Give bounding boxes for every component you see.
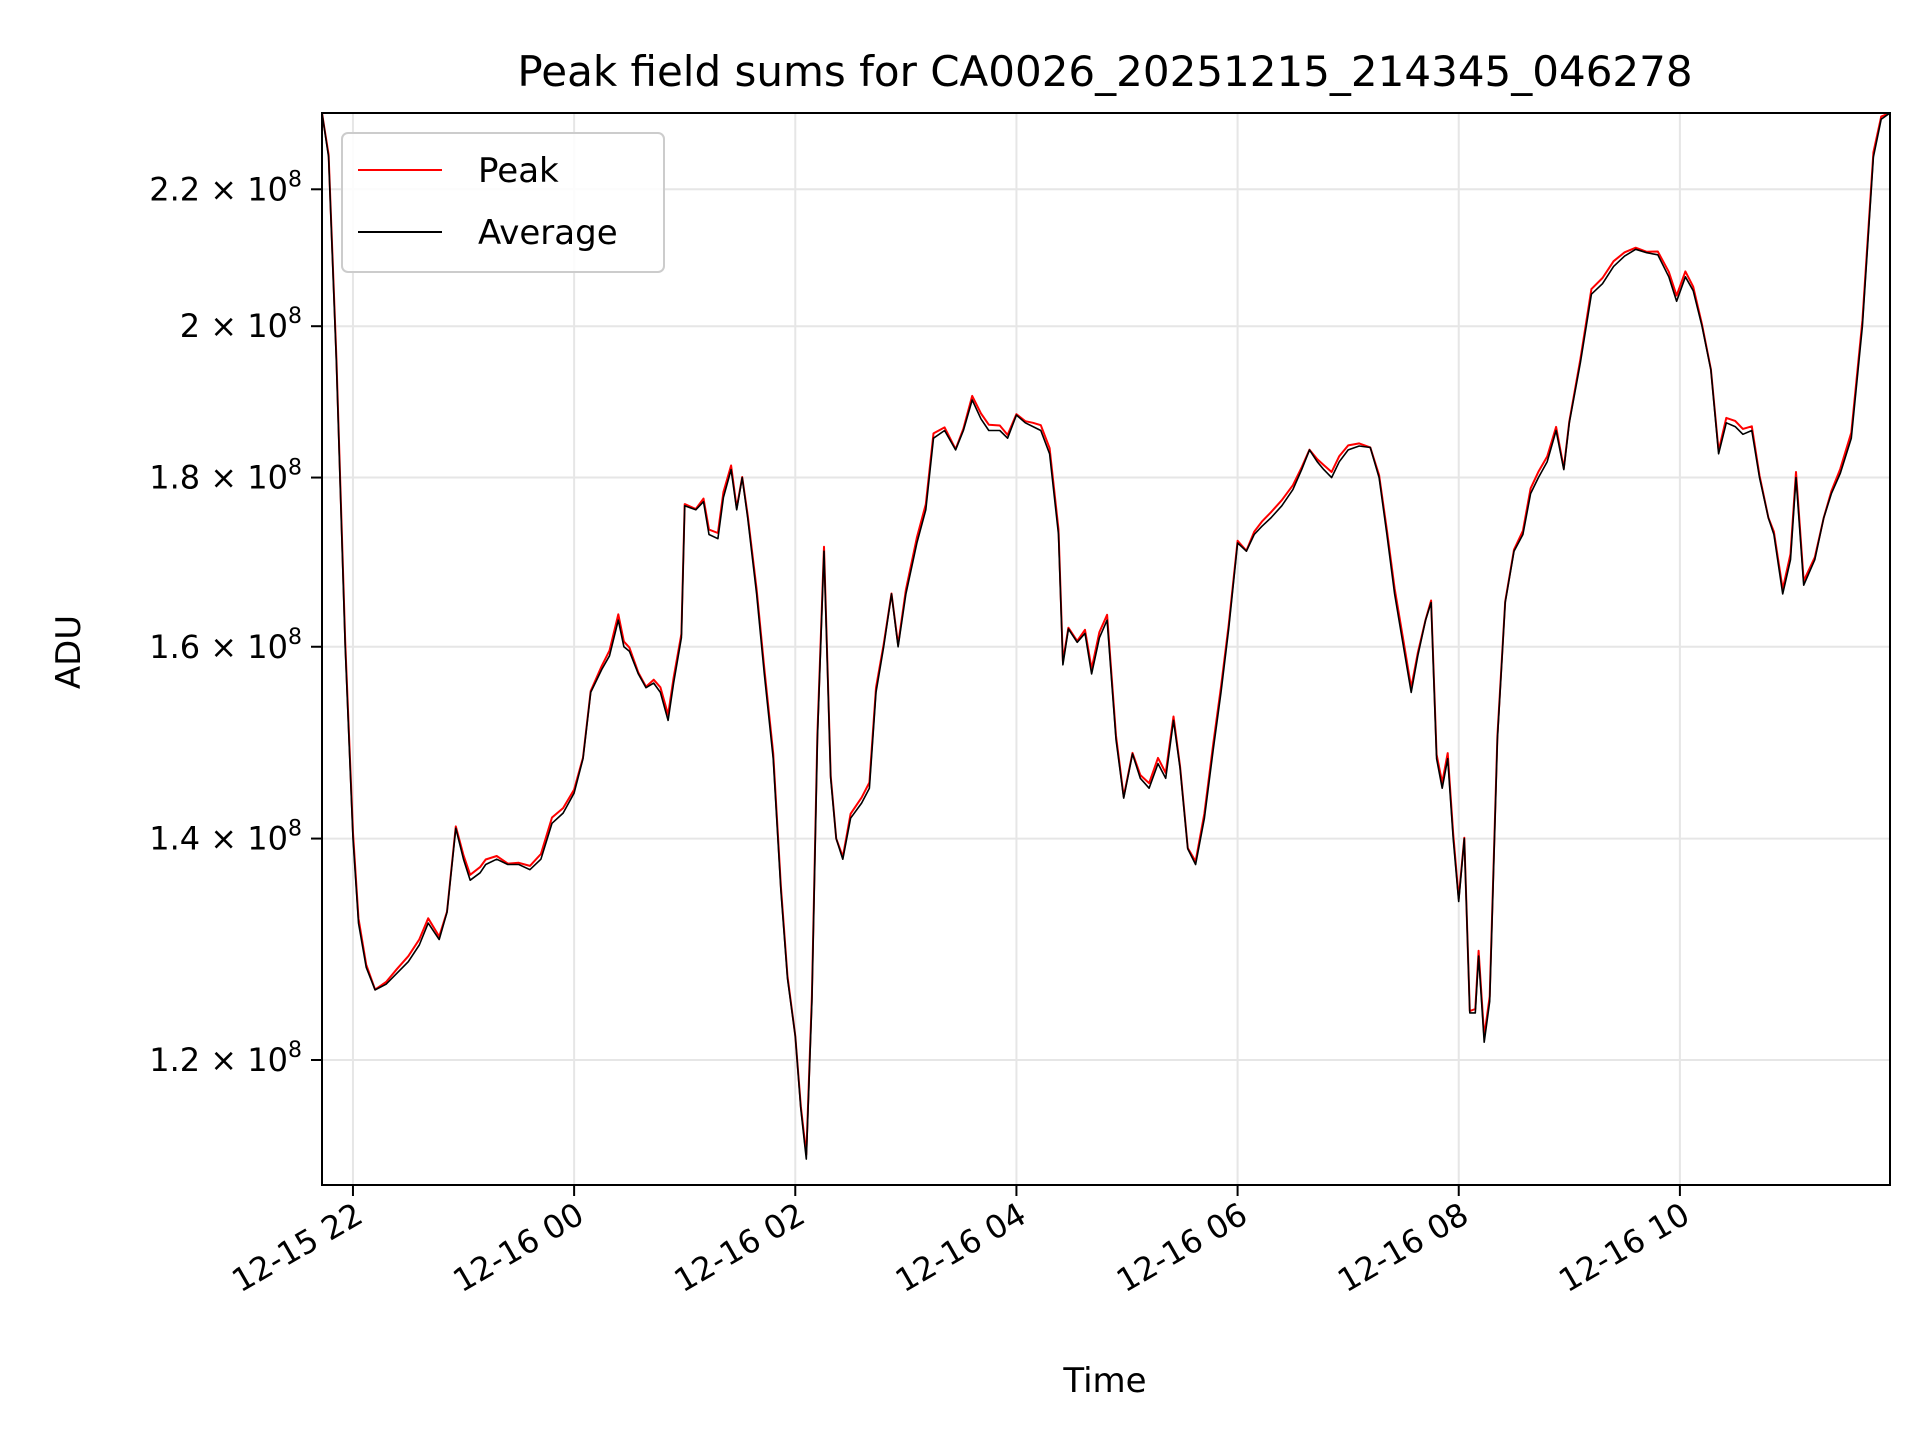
- series-line-average: [322, 113, 1890, 1160]
- y-tick-label: 1.6 × 108: [149, 625, 302, 666]
- y-tick-label: 1.2 × 108: [149, 1038, 302, 1079]
- legend: Peak Average: [341, 132, 665, 273]
- legend-box: [341, 132, 665, 273]
- y-tick-label: 2.2 × 108: [149, 167, 302, 208]
- y-axis-title: ADU: [49, 615, 89, 689]
- y-tick-label: 1.4 × 108: [149, 817, 302, 858]
- series-line-peak: [322, 113, 1890, 1156]
- plot-frame: [321, 112, 1891, 1186]
- grid-lines: [322, 113, 1890, 1185]
- y-tick-label: 2 × 108: [180, 304, 302, 345]
- y-axis: 1.2 × 108 1.4 × 108 1.6 × 108 1.8 × 108 2 × …: [149, 167, 322, 1079]
- x-axis-title: Time: [1062, 1361, 1146, 1401]
- chart-title: Peak field sums for CA0026_20251215_2143…: [517, 47, 1692, 96]
- series-layer: [322, 113, 1890, 1160]
- legend-label-average: Average: [478, 213, 618, 253]
- legend-label-peak: Peak: [478, 151, 559, 191]
- y-tick-label: 1.8 × 108: [149, 456, 302, 497]
